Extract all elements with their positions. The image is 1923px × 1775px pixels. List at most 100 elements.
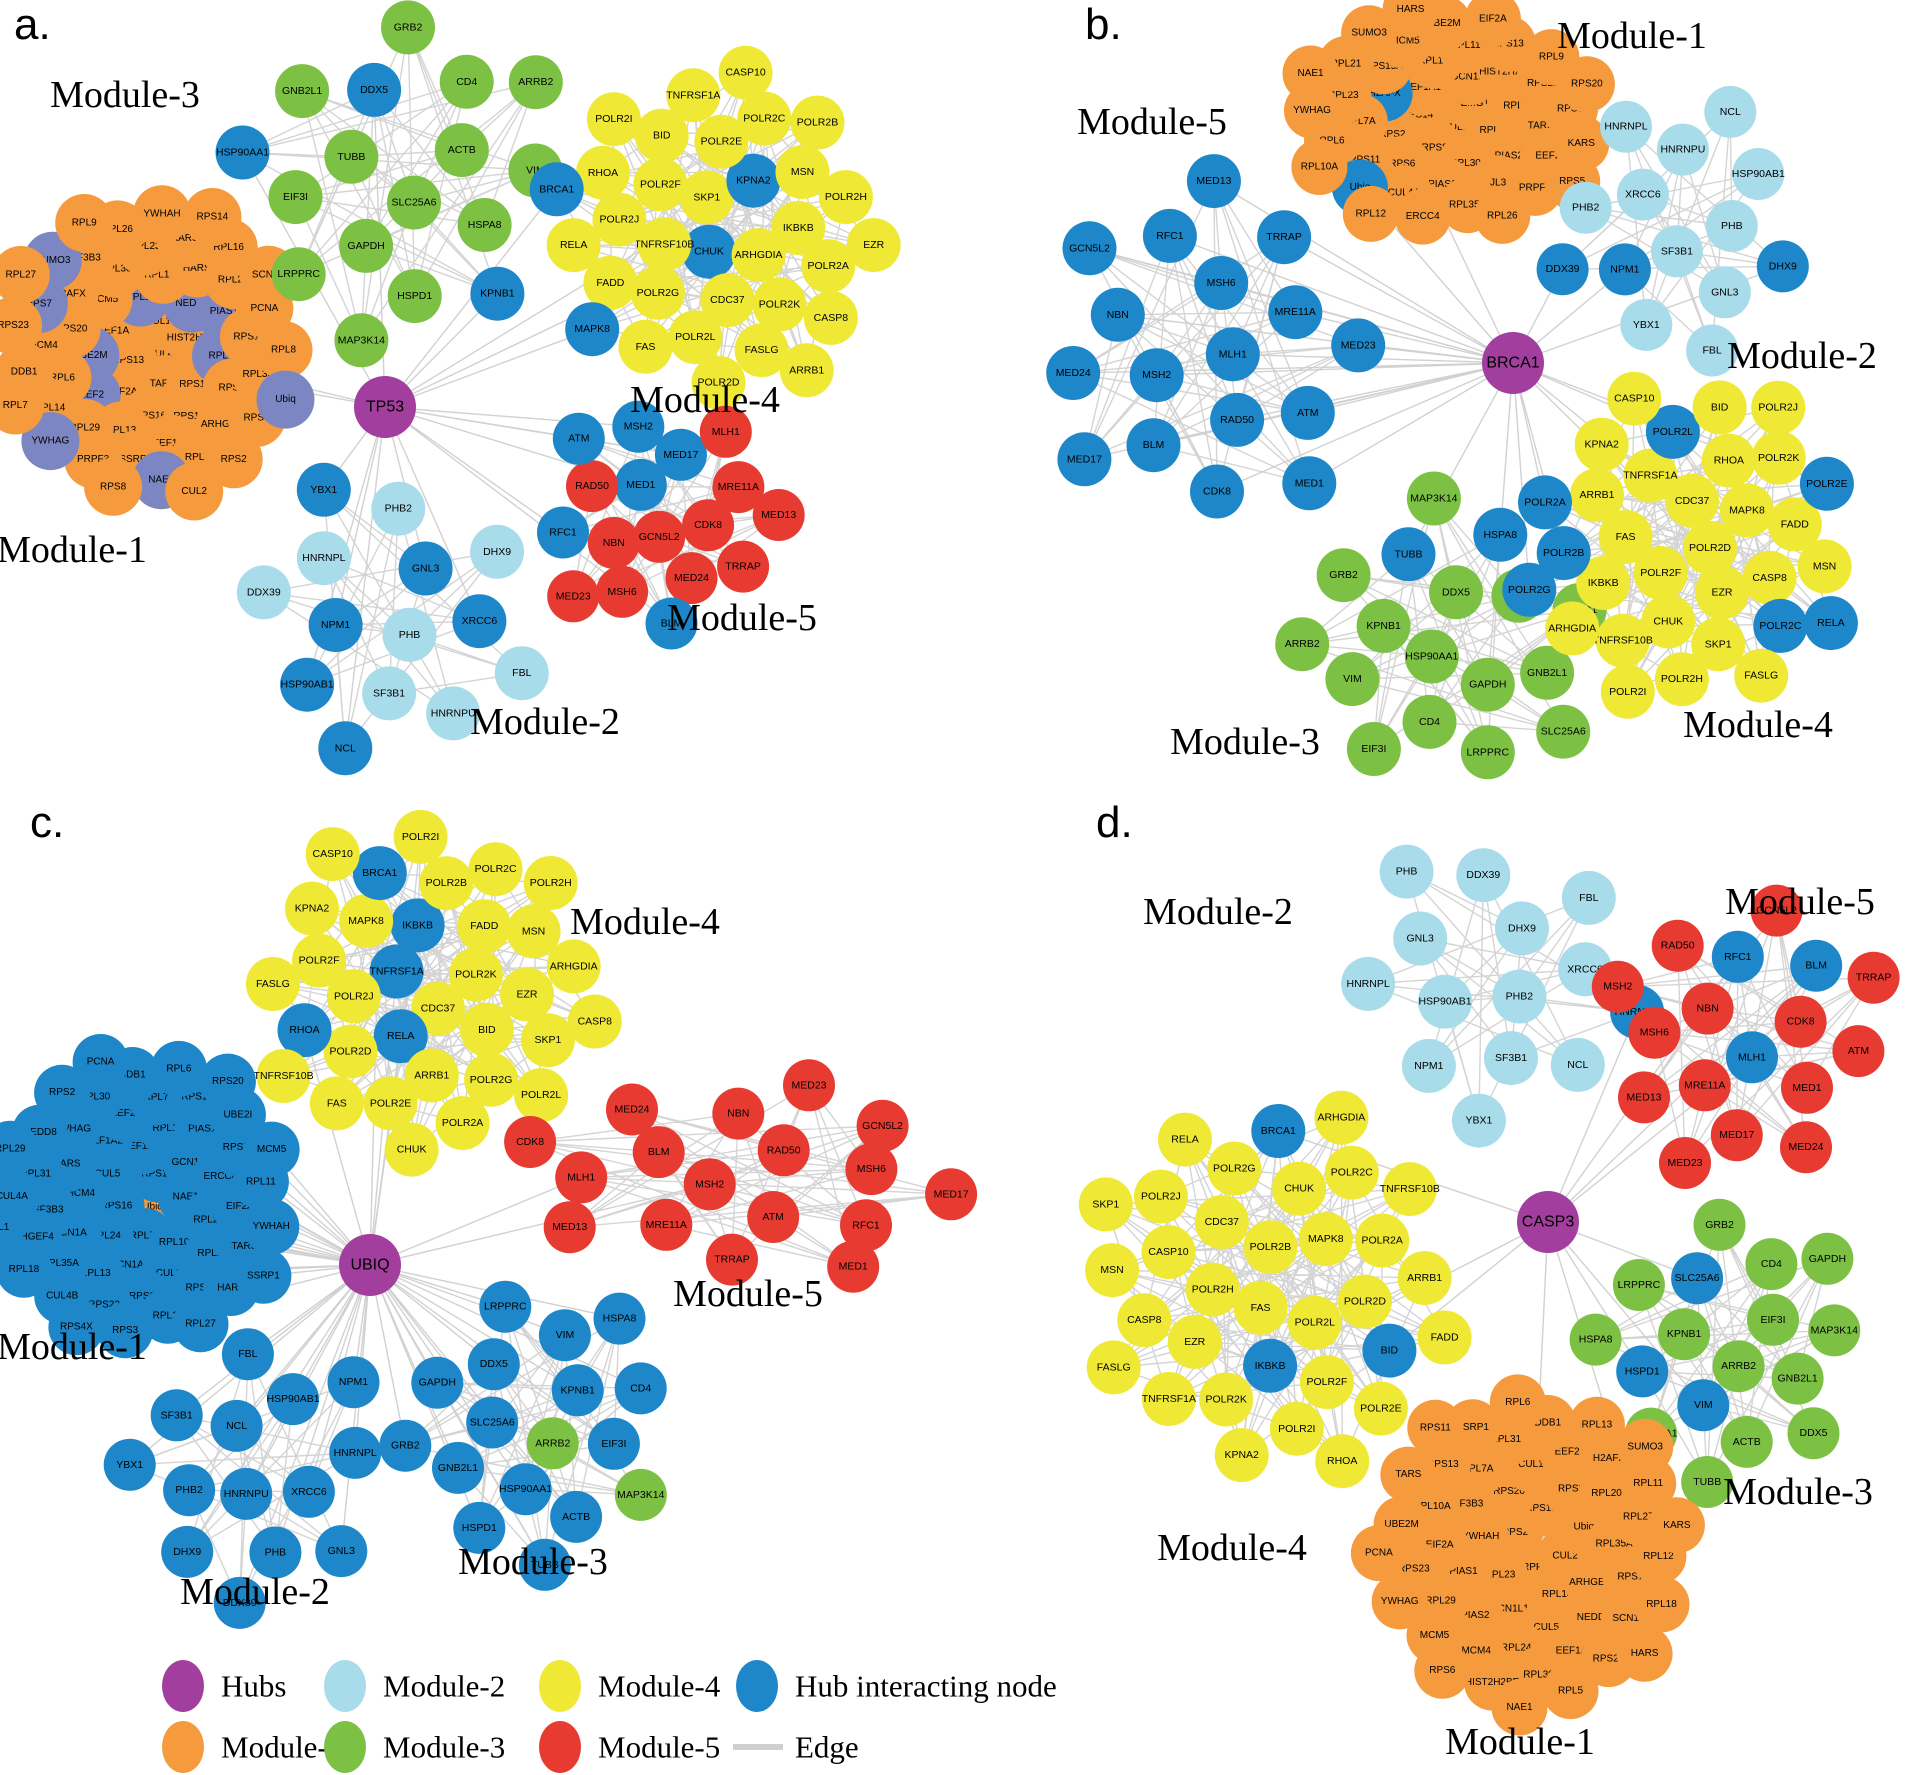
node-label: MED24 [674, 572, 709, 584]
node-circle [1692, 380, 1747, 435]
legend: Hubs Module-2 Module-4 Hub interacting node… [162, 1660, 1057, 1773]
node-circle [775, 145, 830, 200]
node-polr2g: POLR2G [630, 265, 685, 320]
legend-item-module-5: Module-5 [539, 1721, 720, 1773]
node-circle [318, 721, 373, 776]
node-phb2: PHB2 [163, 1464, 216, 1517]
node-circle [1732, 148, 1785, 200]
node-circle [268, 170, 323, 225]
node-fbl: FBL [494, 646, 549, 701]
node-circle [1342, 185, 1399, 242]
node-label: ARRB1 [789, 364, 824, 376]
node-polr2d: POLR2D [1337, 1274, 1392, 1329]
node-circle [694, 114, 749, 169]
node-label: SKP1 [1092, 1198, 1119, 1210]
node-label: GRB2 [394, 21, 423, 33]
node-ybx1: YBX1 [103, 1438, 156, 1491]
hub-label: BRCA1 [1486, 355, 1539, 372]
node-circle [1633, 546, 1688, 600]
node-label: CHUK [694, 246, 724, 258]
node-circle [1569, 1313, 1622, 1366]
node-circle [666, 68, 721, 123]
node-lrpprc: LRPPRC [479, 1280, 532, 1333]
node-label: MSH6 [608, 586, 637, 598]
node-msh6: MSH6 [1628, 1006, 1681, 1059]
node-mlh1: MLH1 [1726, 1031, 1778, 1084]
node-chuk: CHUK [1641, 594, 1696, 649]
node-mlh1: MLH1 [1205, 327, 1260, 382]
node-label: ARHGEF4 [7, 1231, 55, 1242]
node-circle [309, 1076, 364, 1131]
node-circle [747, 1191, 800, 1243]
node-label: CDK8 [694, 519, 722, 531]
module-label: Module-2 [1143, 891, 1293, 933]
node-circle [327, 1356, 380, 1409]
node-circle [614, 1362, 667, 1415]
node-label: MED23 [1667, 1157, 1702, 1169]
node-label: CUL1 [0, 1222, 10, 1233]
node-circle [285, 881, 339, 936]
node-dhx9: DHX9 [1756, 240, 1809, 293]
node-label: HSPD1 [462, 1522, 497, 1534]
node-label: MSH2 [695, 1178, 724, 1190]
node-label: RPS5 [1559, 176, 1586, 187]
node-nbn: NBN [1681, 982, 1734, 1035]
node-label: POLR2J [1758, 402, 1798, 414]
node-polr2a: POLR2A [801, 239, 856, 294]
node-casp10: CASP10 [305, 827, 360, 882]
node-kpna2: KPNA2 [1214, 1428, 1269, 1483]
node-label: RPL8 [1503, 100, 1528, 111]
node-polr2a: POLR2A [435, 1096, 490, 1151]
node-label: PHB2 [385, 503, 413, 515]
node-circle [133, 185, 191, 244]
node-circle [72, 1034, 129, 1090]
node-gnl3: GNL3 [398, 541, 453, 596]
node-brca1: BRCA1 [352, 846, 407, 901]
node-label: POLR2F [1640, 567, 1681, 579]
node-atm: ATM [747, 1191, 800, 1243]
node-grb2: GRB2 [1693, 1198, 1746, 1251]
node-brca1: BRCA1 [1251, 1104, 1306, 1158]
node-map3k14: MAP3K14 [1808, 1304, 1861, 1357]
node-label: FAS [1616, 531, 1636, 543]
node-faslg: FASLG [1086, 1340, 1141, 1395]
node-label: HNRNPL [302, 552, 345, 564]
legend-item-hub-interacting-node: Hub interacting node [736, 1660, 1057, 1712]
node-label: MRE11A [1275, 306, 1316, 318]
node-label: TNFRSF10B [634, 238, 694, 250]
node-tnfrsf1a: TNFRSF1A [666, 68, 721, 123]
node-sf3b1: SF3B1 [362, 666, 417, 721]
node-tubb: TUBB [1681, 1456, 1734, 1508]
node-label: DDX5 [1442, 586, 1470, 598]
node-circle [1205, 327, 1260, 382]
node-label: VIM [1343, 673, 1362, 685]
node-label: ATM [1297, 407, 1318, 419]
node-blm: BLM [1126, 418, 1181, 473]
node-ncl: NCL [1704, 85, 1757, 138]
node-circle [1542, 1663, 1599, 1720]
legend-label: Module-2 [383, 1669, 505, 1704]
node-label: RPS20 [1493, 1486, 1525, 1497]
node-circle [1574, 417, 1629, 472]
node-kpna2: KPNA2 [1574, 417, 1629, 472]
node-circle [434, 123, 489, 178]
node-label: EIF3I [1361, 743, 1386, 755]
node-label: HSPD1 [397, 290, 432, 302]
node-circle [803, 290, 858, 345]
node-label: RPL26 [1487, 210, 1518, 221]
node-circle [565, 302, 620, 357]
node-trrap: TRRAP [706, 1233, 758, 1286]
node-label: CUL5 [95, 1169, 121, 1180]
labels-layer: a. Module-1 Module-3 Module-4 Module-2 Module… [0, 0, 1877, 1773]
node-rhoa: RHOA [277, 1003, 332, 1058]
node-label: MED13 [1626, 1091, 1661, 1103]
node-polr2k: POLR2K [752, 277, 807, 332]
node-label: KPNB1 [480, 288, 515, 300]
node-label: POLR2I [1609, 686, 1646, 698]
node-label: CDK8 [516, 1136, 544, 1148]
node-circle [1710, 1109, 1763, 1162]
node-circle [665, 552, 718, 605]
node-label: RPS2 [221, 454, 248, 465]
node-slc25a6: SLC25A6 [466, 1396, 519, 1449]
